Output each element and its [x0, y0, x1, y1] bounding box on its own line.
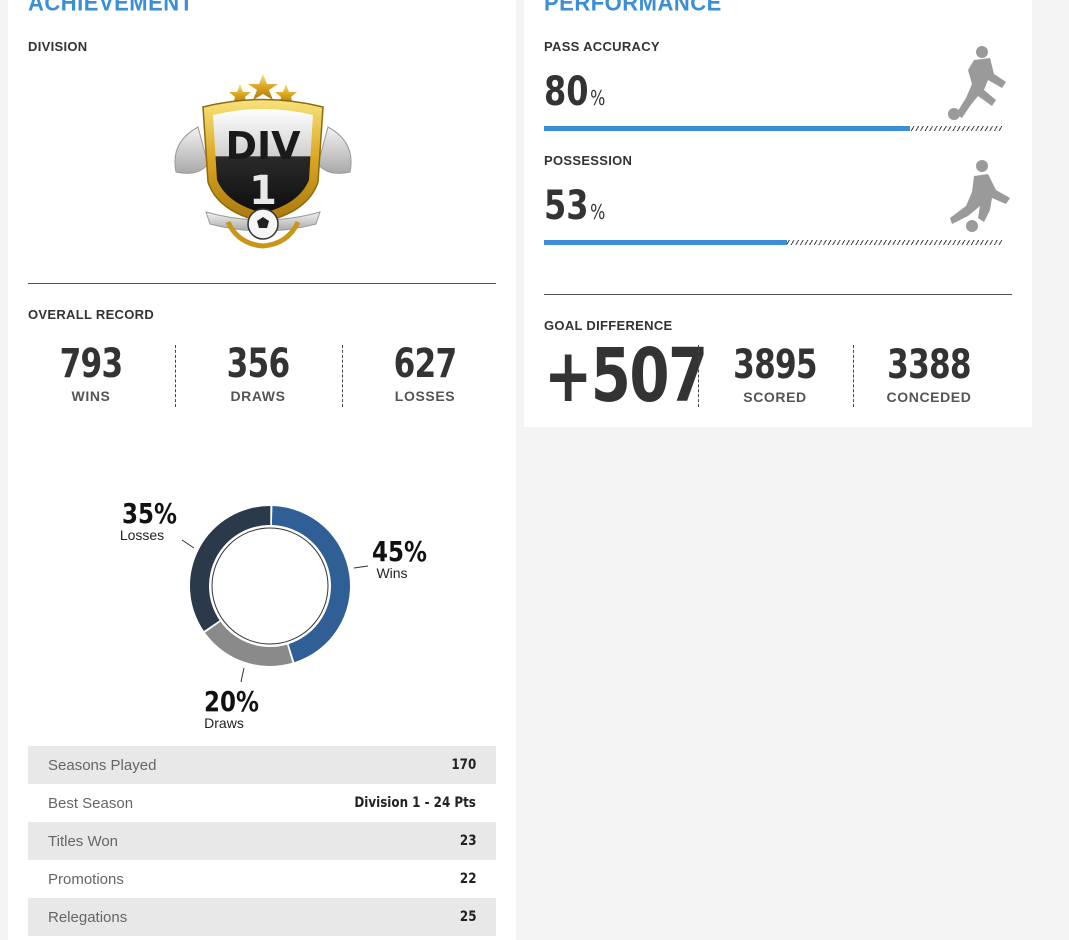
pass-accuracy-bar	[544, 126, 1002, 131]
section-divider	[544, 294, 1012, 295]
callout-leader-line	[240, 667, 245, 683]
draws-series-label: Draws	[204, 715, 244, 731]
dribbling-player-icon	[950, 160, 1010, 232]
record-donut-chart: 35% Losses 45% Wins 20% Draws	[98, 490, 458, 740]
pass-accuracy-fill	[544, 126, 911, 131]
achievement-title: ACHIEVEMENT	[28, 0, 194, 16]
section-divider	[28, 283, 496, 284]
table-row: Best Season Division 1 - 24 Pts	[28, 784, 496, 822]
draws-stat: 356 DRAWS	[183, 342, 333, 404]
conceded-label: CONCEDED	[886, 389, 972, 405]
pass-accuracy-unit: %	[590, 86, 606, 110]
svg-text:1: 1	[249, 168, 277, 214]
conceded-value: 3388	[887, 342, 971, 388]
possession-fill	[544, 240, 787, 245]
pass-accuracy-value: 80%	[544, 70, 605, 120]
wins-stat: 793 WINS	[16, 342, 166, 404]
row-label: Best Season	[48, 794, 134, 812]
row-value: 23	[459, 833, 476, 849]
row-value: 22	[459, 871, 476, 887]
wins-value: 793	[59, 341, 124, 387]
possession-bar	[544, 240, 1002, 245]
draws-label: DRAWS	[230, 388, 286, 404]
wins-series-label: Wins	[376, 565, 408, 581]
overall-record-label: OVERALL RECORD	[28, 307, 155, 322]
row-label: Promotions	[48, 870, 124, 888]
conceded-stat: 3388 CONCEDED	[854, 343, 1004, 405]
goal-difference-value: +507	[544, 333, 708, 419]
table-row: Promotions 22	[28, 860, 496, 898]
donut-slice-wins	[271, 506, 351, 663]
pass-accuracy-label: PASS ACCURACY	[544, 39, 660, 54]
stat-divider	[342, 345, 343, 407]
draws-callout: 20% Draws	[198, 688, 259, 731]
stat-divider	[698, 345, 699, 407]
table-row: Seasons Played 170	[28, 746, 496, 784]
division-label: DIVISION	[28, 39, 88, 54]
losses-percent: 35%	[122, 497, 177, 530]
donut-slice-draws	[205, 621, 293, 666]
division-badge-icon: DIV 1	[174, 74, 352, 249]
losses-series-label: Losses	[119, 527, 165, 543]
losses-value: 627	[393, 341, 458, 387]
losses-label: LOSSES	[394, 388, 456, 404]
scored-value: 3895	[733, 342, 817, 388]
achievement-panel: ACHIEVEMENT DIVISION	[8, 0, 516, 940]
possession-number: 53	[544, 183, 589, 229]
possession-label: POSSESSION	[544, 153, 633, 168]
donut-inner-ring	[211, 527, 329, 645]
callout-leader-line	[353, 565, 369, 569]
stat-divider	[853, 345, 854, 407]
svg-text:DIV: DIV	[225, 124, 301, 168]
callout-leader-line	[181, 539, 195, 549]
wins-label: WINS	[71, 388, 111, 404]
scored-label: SCORED	[743, 389, 807, 405]
performance-title: PERFORMANCE	[544, 0, 722, 16]
row-value: 170	[451, 757, 476, 773]
losses-stat: 627 LOSSES	[350, 342, 500, 404]
performance-panel: PERFORMANCE PASS ACCURACY 80% POSSESSION…	[524, 0, 1032, 427]
row-label: Titles Won	[48, 832, 119, 850]
table-row: Relegations 25	[28, 898, 496, 936]
wins-percent: 45%	[372, 535, 427, 568]
possession-unit: %	[590, 200, 606, 224]
losses-callout: 35% Losses	[116, 500, 177, 543]
table-row: Titles Won 23	[28, 822, 496, 860]
club-stats-table: Seasons Played 170 Best Season Division …	[28, 746, 496, 936]
scored-stat: 3895 SCORED	[700, 343, 850, 405]
draws-value: 356	[226, 341, 291, 387]
possession-value: 53%	[544, 184, 605, 234]
row-label: Relegations	[48, 908, 128, 926]
stat-divider	[175, 345, 176, 407]
kicking-player-icon	[948, 46, 1006, 120]
goal-difference-label: GOAL DIFFERENCE	[544, 318, 673, 333]
pass-accuracy-number: 80	[544, 69, 589, 115]
donut-svg	[181, 506, 369, 683]
wins-callout: 45% Wins	[366, 538, 427, 581]
row-value: 25	[459, 909, 476, 925]
row-label: Seasons Played	[48, 756, 157, 774]
row-value: Division 1 - 24 Pts	[354, 795, 476, 811]
donut-slice-losses	[190, 506, 271, 632]
draws-percent: 20%	[204, 685, 259, 718]
